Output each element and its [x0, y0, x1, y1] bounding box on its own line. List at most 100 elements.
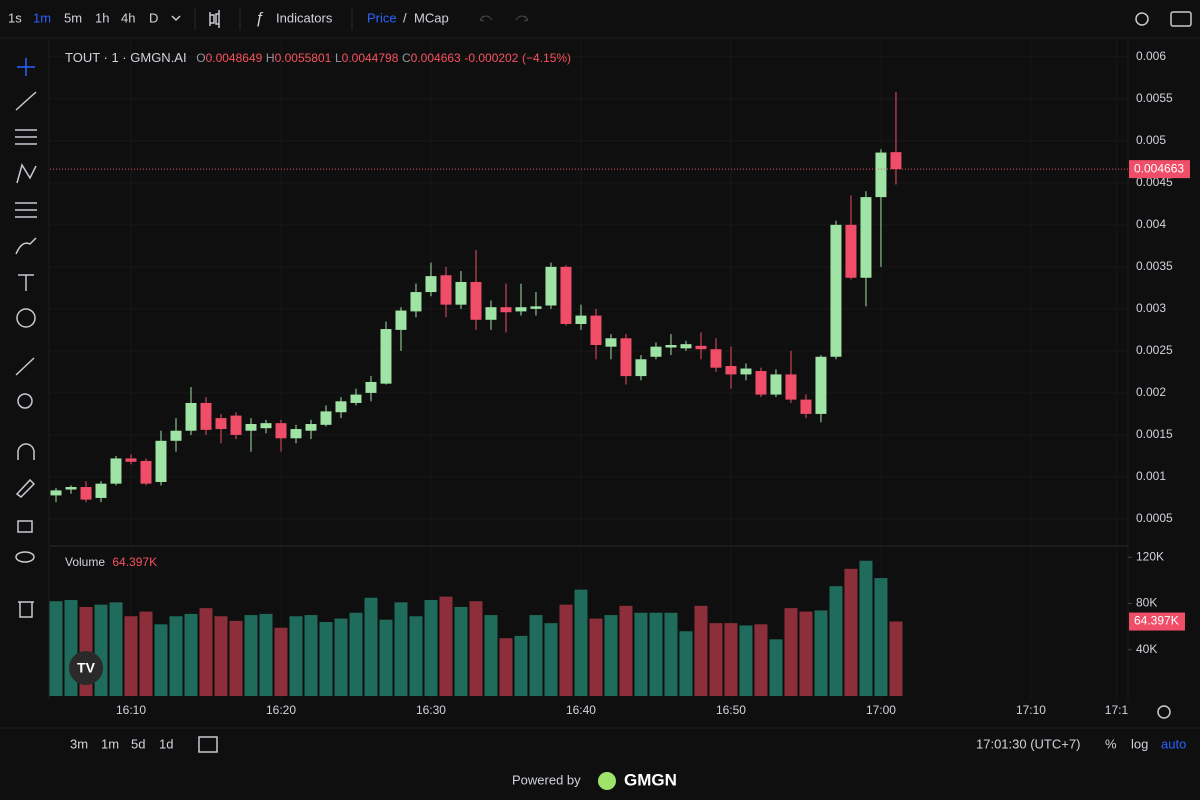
- range-button[interactable]: 1m: [101, 736, 119, 751]
- volume-bar: [619, 605, 633, 696]
- last-volume-label: 64.397K: [1134, 614, 1179, 628]
- undo-icon[interactable]: [479, 15, 493, 22]
- lock-tool[interactable]: [17, 520, 33, 533]
- projection-tool[interactable]: [15, 202, 37, 218]
- candle-body: [545, 266, 557, 306]
- volume-bar: [889, 621, 903, 696]
- candle-body: [710, 349, 722, 368]
- candle-body: [125, 458, 137, 462]
- date-range-icon[interactable]: [198, 736, 218, 753]
- volume-legend: Volume 64.397K: [65, 555, 157, 569]
- candle-body: [665, 345, 677, 348]
- ohlc-letter: L: [335, 51, 342, 65]
- candle-body: [650, 346, 662, 357]
- candle-body: [620, 338, 632, 377]
- candle-body: [50, 490, 62, 496]
- text-tool[interactable]: [18, 274, 34, 291]
- volume-bar: [454, 606, 468, 696]
- lock-drawing-tool[interactable]: [15, 478, 36, 498]
- visibility-tool[interactable]: [15, 551, 35, 563]
- volume-bar: [499, 638, 513, 696]
- open-value: 0.0048649: [206, 51, 263, 65]
- range-button[interactable]: 1d: [159, 736, 173, 751]
- candle-body: [110, 458, 122, 484]
- range-button[interactable]: 5d: [131, 736, 145, 751]
- brand: GMGN: [624, 770, 677, 789]
- y-tick-label: 0.0015: [1136, 427, 1173, 441]
- interval[interactable]: 1h: [95, 10, 109, 25]
- candle-body: [725, 366, 737, 375]
- x-tick-label: 16:40: [566, 703, 596, 717]
- volume-bar: [289, 616, 303, 696]
- volume-bar: [829, 586, 843, 696]
- interval[interactable]: 4h: [121, 10, 135, 25]
- candle-body: [845, 224, 857, 278]
- candle-body: [785, 374, 797, 400]
- x-tick-label: 16:20: [266, 703, 296, 717]
- volume-bar: [364, 597, 378, 696]
- ohlc-letter: C: [402, 51, 411, 65]
- interval[interactable]: 1m: [33, 10, 51, 25]
- candle-body: [95, 483, 107, 498]
- emoji-tool[interactable]: [16, 308, 36, 328]
- volume-bar: [874, 578, 888, 696]
- volume-bar: [799, 611, 813, 696]
- powered-by: Powered by: [512, 772, 581, 787]
- ruler-tool[interactable]: [15, 357, 35, 376]
- interval[interactable]: 1s: [8, 10, 22, 25]
- interval[interactable]: 5m: [64, 10, 82, 25]
- settings-icon[interactable]: [1135, 12, 1149, 26]
- price-toggle[interactable]: Price: [367, 10, 397, 25]
- screenshot-icon[interactable]: [1170, 11, 1192, 27]
- mcap-toggle[interactable]: MCap: [414, 10, 449, 25]
- zoom-tool[interactable]: [17, 393, 33, 409]
- dropdown-icon[interactable]: [171, 15, 181, 22]
- last-price-tag: [1129, 160, 1190, 179]
- volume-bar: [514, 635, 528, 696]
- volume-tick-label: 40K: [1136, 642, 1157, 656]
- volume-bar: [844, 568, 858, 696]
- trendline-tool[interactable]: [15, 91, 37, 111]
- candle-body: [875, 152, 887, 198]
- brush-tool[interactable]: [15, 237, 37, 255]
- volume-bar: [49, 601, 63, 696]
- candle-body: [440, 275, 452, 305]
- log-toggle[interactable]: log: [1131, 736, 1148, 751]
- candle-body: [470, 281, 482, 320]
- fib-tool[interactable]: [15, 129, 37, 145]
- volume-bar: [439, 596, 453, 696]
- candle-body: [695, 345, 707, 350]
- pattern-tool[interactable]: [16, 163, 37, 184]
- interval[interactable]: D: [149, 10, 158, 25]
- candle-body: [395, 310, 407, 330]
- candle-body: [515, 307, 527, 312]
- auto-toggle[interactable]: auto: [1161, 736, 1186, 751]
- indicators-button[interactable]: Indicators: [276, 10, 333, 25]
- delete-tool[interactable]: [18, 601, 34, 618]
- crosshair-tool[interactable]: [17, 58, 35, 76]
- y-tick-label: 0.002: [1136, 385, 1166, 399]
- range-button[interactable]: 3m: [70, 736, 88, 751]
- volume-bar: [334, 618, 348, 696]
- axis-settings-icon[interactable]: [1157, 705, 1171, 719]
- candle-body: [590, 315, 602, 345]
- volume-bar: [544, 623, 558, 696]
- candle-body: [215, 418, 227, 430]
- tradingview-logo[interactable]: [69, 651, 103, 685]
- candle-body: [425, 276, 437, 293]
- volume-bar: [784, 608, 798, 696]
- volume-bar: [94, 604, 108, 696]
- candle-body: [185, 402, 197, 431]
- candle-body: [290, 429, 302, 439]
- magnet-tool[interactable]: [17, 443, 35, 460]
- volume-bar: [169, 616, 183, 696]
- candle-type-icon[interactable]: [209, 10, 220, 28]
- redo-icon[interactable]: [515, 15, 529, 22]
- candle-body: [890, 152, 902, 170]
- y-tick-label: 0.003: [1136, 301, 1166, 315]
- percent-toggle[interactable]: %: [1105, 736, 1117, 751]
- y-tick-label: 0.0055: [1136, 91, 1173, 105]
- fx-icon[interactable]: ƒ: [255, 10, 264, 27]
- candle-body: [305, 423, 317, 431]
- volume-bar: [634, 612, 648, 696]
